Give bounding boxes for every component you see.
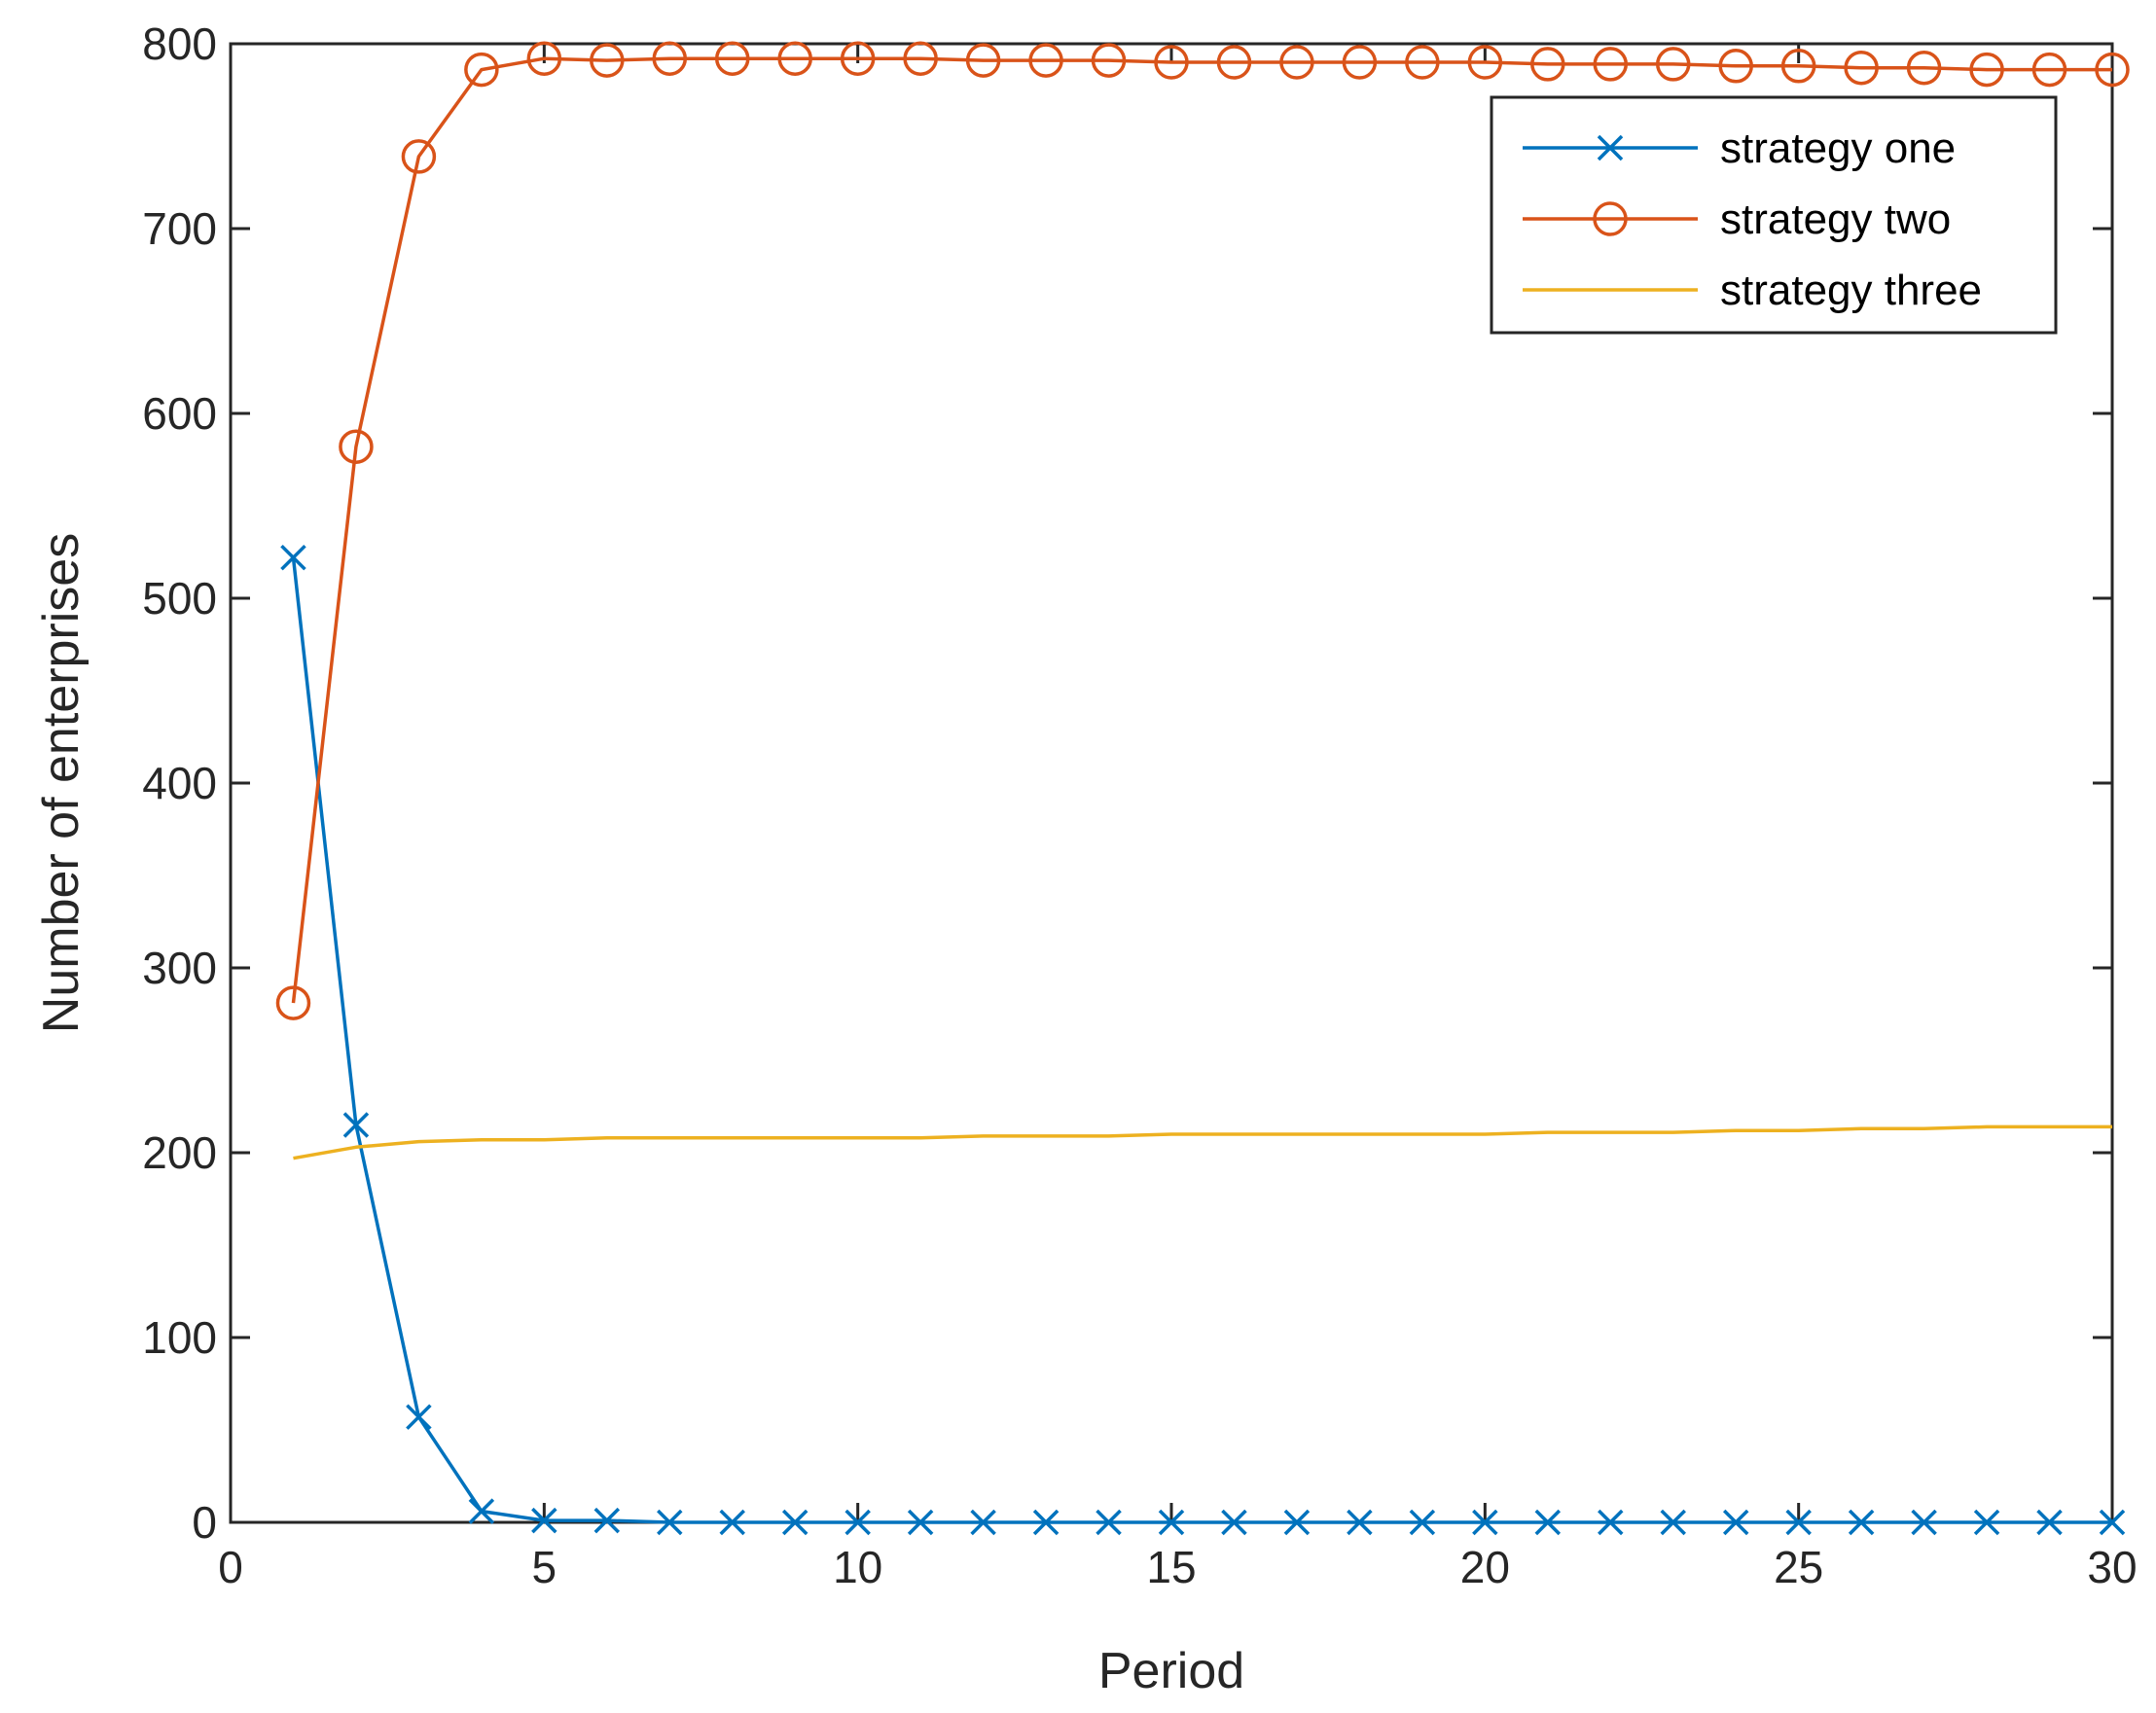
- x-tick-label: 10: [833, 1542, 882, 1592]
- legend-marker-2: [1593, 201, 1628, 236]
- series-2-point: [2095, 52, 2130, 88]
- y-tick-label: 500: [142, 573, 217, 624]
- series-2-point: [1906, 50, 1942, 86]
- y-tick-label: 200: [142, 1127, 217, 1178]
- series-2-point: [1844, 50, 1879, 86]
- series-1-point: [1722, 1509, 1749, 1536]
- series-2-point: [1216, 45, 1252, 80]
- series-1-point: [280, 544, 306, 571]
- series-lines: [291, 56, 2112, 1524]
- series-1-point: [342, 1112, 370, 1138]
- y-tick-label: 700: [142, 203, 217, 254]
- series-1-point: [1347, 1509, 1373, 1536]
- y-tick-label: 600: [142, 388, 217, 439]
- series-2-point: [1530, 47, 1565, 82]
- x-tick-label: 30: [2087, 1542, 2137, 1592]
- series-2-point: [339, 429, 374, 464]
- series-2-point: [1028, 43, 1063, 78]
- legend-label-3: strategy three: [1720, 267, 1982, 314]
- series-1-point: [593, 1507, 621, 1534]
- series-1-point: [1911, 1509, 1937, 1536]
- series-2-point: [590, 43, 625, 78]
- series-2-point: [1091, 43, 1127, 78]
- x-tick-label: 25: [1774, 1542, 1823, 1592]
- series-1-point: [970, 1509, 996, 1536]
- series-2-point: [2031, 52, 2067, 88]
- series-2-point: [526, 41, 562, 76]
- series-2-point: [1969, 52, 2004, 88]
- x-tick-label: 20: [1460, 1542, 1510, 1592]
- legend-label-2: strategy two: [1720, 196, 1951, 243]
- series-1-point: [781, 1509, 808, 1536]
- series-1-point: [1660, 1509, 1686, 1536]
- x-tick-label: 15: [1146, 1542, 1196, 1592]
- y-tick-label: 400: [142, 758, 217, 808]
- series-line-2: [291, 56, 2112, 1004]
- series-2-point: [1655, 47, 1691, 82]
- x-tick-label: 0: [218, 1542, 243, 1592]
- series-1-point: [1032, 1509, 1060, 1536]
- y-tick-label: 800: [142, 18, 217, 69]
- series-1-point: [1409, 1509, 1436, 1536]
- series-line-3: [293, 1124, 2112, 1160]
- series-2-point: [1279, 45, 1314, 80]
- series-1-point: [468, 1498, 495, 1524]
- series-2-point: [1593, 47, 1629, 82]
- series-1-point: [1283, 1509, 1311, 1536]
- series-1-point: [1973, 1509, 2000, 1536]
- series-1-point: [2099, 1509, 2126, 1536]
- y-axis-label: Number of enterprises: [33, 533, 90, 1033]
- x-tick-label: 5: [532, 1542, 557, 1592]
- series-2-point: [401, 139, 437, 174]
- series-markers: [275, 41, 2130, 1536]
- series-2-point: [1467, 45, 1503, 80]
- y-tick-label: 300: [142, 943, 217, 993]
- series-2-point: [1718, 49, 1753, 84]
- series-1-point: [1534, 1509, 1562, 1536]
- series-1-point: [719, 1509, 745, 1536]
- series-1-point: [1221, 1509, 1247, 1536]
- series-1-point: [1598, 1509, 1624, 1536]
- y-tick-label: 100: [142, 1312, 217, 1363]
- legend: strategy one strategy two strategy three: [1490, 95, 2058, 335]
- series-2-point: [1780, 49, 1816, 84]
- series-1-point: [657, 1509, 683, 1536]
- series-1-point: [2036, 1509, 2063, 1536]
- series-2-point: [1154, 45, 1189, 80]
- series-1-point: [1785, 1509, 1812, 1536]
- legend-label-1: strategy one: [1720, 125, 1956, 172]
- y-tick-label: 0: [192, 1497, 217, 1548]
- series-2-point: [275, 985, 311, 1020]
- series-1-point: [907, 1509, 934, 1536]
- series-2-point: [1342, 45, 1378, 80]
- series-1-point: [844, 1509, 871, 1536]
- series-2-point: [1405, 45, 1440, 80]
- legend-box: [1490, 95, 2058, 335]
- legend-marker-1: [1597, 134, 1624, 161]
- series-1-point: [1096, 1509, 1122, 1536]
- series-2-point: [903, 41, 938, 76]
- series-2-point: [965, 43, 1001, 78]
- series-1-point: [1158, 1509, 1185, 1536]
- series-2-point: [652, 41, 688, 76]
- series-2-point: [840, 41, 876, 76]
- series-line-1: [291, 557, 2112, 1524]
- x-axis-label: Period: [1098, 1643, 1244, 1699]
- series-2-point: [464, 52, 499, 88]
- series-2-point: [777, 41, 812, 76]
- series-2-point: [714, 41, 750, 76]
- series-1-point: [406, 1404, 432, 1430]
- series-1-point: [1848, 1509, 1875, 1536]
- series-1-point: [531, 1507, 557, 1534]
- series-1-point: [1472, 1509, 1498, 1536]
